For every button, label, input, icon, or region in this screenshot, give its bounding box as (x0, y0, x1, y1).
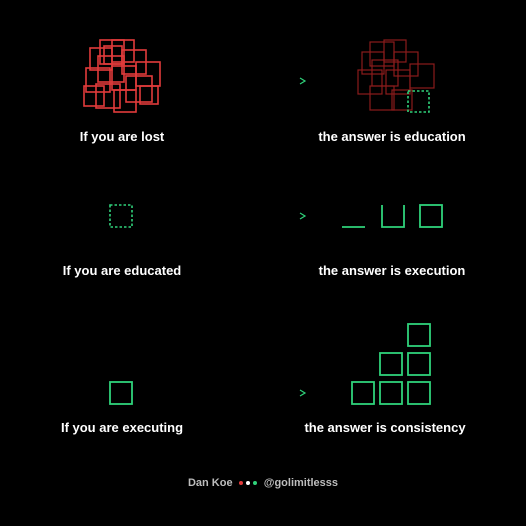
row2-left-label: If you are educated (62, 263, 182, 278)
author-name: Dan Koe (187, 477, 233, 489)
green-dot-icon (253, 481, 258, 486)
footer-credit: Dan Koe @golimitlesss (0, 477, 526, 489)
dots-separator (238, 477, 262, 489)
author-handle: @golimitlesss (263, 477, 339, 489)
faded-squares-with-dotted-green-square-icon (357, 39, 435, 113)
row3-right-label: the answer is consistency (304, 420, 466, 435)
dotted-green-square-icon (109, 204, 133, 228)
tangled-red-squares-icon (83, 39, 161, 113)
red-to-green-arrow-icon (181, 389, 307, 397)
red-to-green-arrow-icon (181, 77, 307, 85)
row3-left-label: If you are executing (60, 420, 184, 435)
red-to-green-arrow-icon (181, 212, 307, 220)
white-dot-icon (246, 481, 251, 486)
row1-left-label: If you are lost (79, 129, 165, 144)
red-dot-icon (239, 481, 244, 486)
stacked-green-squares-staircase-icon (351, 323, 431, 405)
square-building-steps-icon (342, 204, 443, 228)
row1-right-label: the answer is education (318, 129, 466, 144)
solid-green-square-icon (109, 381, 133, 405)
row2-right-label: the answer is execution (318, 263, 466, 278)
